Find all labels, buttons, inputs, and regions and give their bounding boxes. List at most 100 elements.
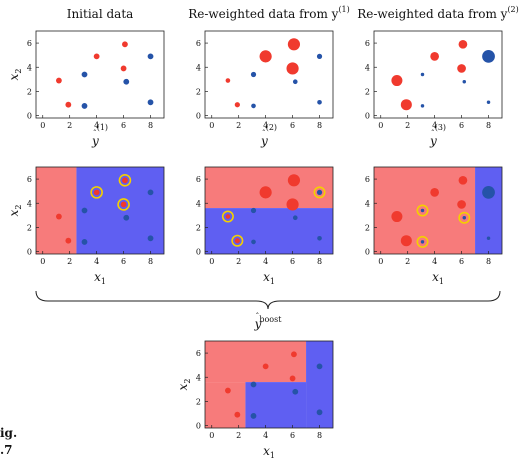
x-tick-label: 2 — [405, 257, 410, 266]
x-axis-label: yˆ(3) — [429, 123, 446, 148]
data-point-red — [457, 64, 466, 73]
decision-region-blue — [205, 208, 333, 254]
data-point-red — [120, 65, 127, 72]
y-axis-label: x2 — [7, 69, 23, 81]
x-tick-label: 8 — [486, 257, 491, 266]
x-tick-label: 8 — [148, 257, 153, 266]
y-tick-label: 2 — [196, 87, 201, 96]
x-axis-label: yˆ(1) — [91, 123, 108, 148]
data-point-blue — [486, 100, 491, 105]
data-point-red — [430, 188, 439, 197]
data-point-red — [458, 175, 468, 185]
data-point-red — [259, 186, 272, 199]
y-tick-label: 4 — [196, 373, 201, 382]
data-point-blue — [420, 104, 425, 108]
decision-region-red — [374, 167, 476, 254]
y-tick-label: 2 — [27, 223, 32, 232]
data-point-blue — [420, 208, 425, 213]
x-tick-label: 6 — [459, 121, 464, 130]
data-point-red — [56, 213, 62, 220]
panel-title: Re-weighted data from y(1) — [188, 5, 350, 21]
figure-label-line2: .7 — [0, 443, 13, 457]
data-point-blue — [81, 207, 88, 214]
y-tick-label: 6 — [27, 39, 32, 48]
x-tick-label: 2 — [405, 121, 410, 130]
data-point-blue — [250, 381, 257, 388]
y-tick-label: 6 — [27, 175, 32, 184]
data-point-red — [56, 77, 62, 84]
data-point-blue — [420, 72, 425, 77]
data-point-blue — [482, 185, 495, 199]
data-point-blue — [292, 215, 298, 221]
axes-frame — [204, 340, 334, 429]
data-point-blue — [81, 71, 88, 78]
data-point-blue — [147, 53, 154, 60]
x-tick-label: 4 — [432, 121, 437, 130]
y-tick-label: 4 — [365, 199, 370, 208]
data-point-red — [287, 174, 301, 187]
data-point-red — [234, 411, 241, 418]
figure-label-line1: ig. — [0, 426, 18, 440]
x-tick-label: 8 — [317, 257, 322, 266]
x-tick-label: 8 — [148, 121, 153, 130]
data-point-red — [430, 52, 439, 61]
misclassified-ring — [458, 211, 471, 224]
data-point-blue — [251, 103, 256, 109]
data-point-red — [93, 53, 100, 60]
y-tick-label: 6 — [196, 39, 201, 48]
misclassified-ring — [117, 198, 130, 211]
data-point-blue — [292, 79, 298, 85]
axes-frame — [35, 30, 165, 119]
data-point-blue — [420, 240, 425, 244]
axes-frame — [204, 166, 334, 255]
y-tick-label: 0 — [196, 422, 201, 431]
x-tick-label: 4 — [432, 257, 437, 266]
y-tick-label: 0 — [365, 112, 370, 121]
x-tick-label: 2 — [67, 121, 72, 130]
misclassified-ring — [221, 210, 234, 223]
x-axis-label: yˆ(2) — [260, 123, 277, 148]
decision-region-red — [205, 341, 307, 383]
x-tick-label: 4 — [94, 121, 99, 130]
x-tick-label: 0 — [209, 257, 214, 266]
y-tick-label: 4 — [27, 63, 32, 72]
y-tick-label: 2 — [196, 397, 201, 406]
x-tick-label: 2 — [236, 431, 241, 440]
axes-frame — [35, 166, 165, 255]
data-point-red — [287, 38, 301, 51]
panel-reweighted-2: 0 2 4 6 8 0 2 4 6 Re-weighted data from y(2) yˆ(3) — [357, 5, 519, 148]
data-point-blue — [250, 71, 257, 78]
y-tick-label: 6 — [196, 349, 201, 358]
y-tick-label: 4 — [27, 199, 32, 208]
data-point-red — [458, 39, 468, 49]
data-point-red — [289, 375, 296, 382]
y-tick-label: 2 — [27, 87, 32, 96]
y-tick-label: 2 — [365, 87, 370, 96]
x-tick-label: 8 — [317, 121, 322, 130]
y-tick-label: 2 — [196, 223, 201, 232]
decision-region-red — [205, 382, 246, 428]
x-tick-label: 4 — [94, 257, 99, 266]
x-tick-label: 2 — [67, 257, 72, 266]
data-point-red — [457, 200, 466, 209]
data-point-blue — [317, 235, 322, 241]
data-point-red — [286, 62, 299, 75]
x-tick-label: 0 — [378, 257, 383, 266]
combine-brace: yˆboost — [35, 290, 501, 331]
x-tick-label: 6 — [121, 121, 126, 130]
x-tick-label: 8 — [317, 431, 322, 440]
y-tick-label: 0 — [196, 248, 201, 257]
x-tick-label: 4 — [263, 121, 268, 130]
brace-path — [35, 290, 501, 310]
x-tick-label: 0 — [40, 257, 45, 266]
data-point-red — [286, 198, 299, 211]
panel-initial: 0 2 4 6 8 0 2 4 6 Initial data yˆ(1) x2 — [7, 7, 165, 148]
y-tick-label: 4 — [196, 199, 201, 208]
data-point-blue — [147, 189, 154, 196]
y-tick-label: 6 — [196, 175, 201, 184]
data-point-blue — [81, 239, 88, 245]
data-point-red — [291, 351, 297, 358]
axes-frame — [373, 166, 503, 255]
y-axis-label: x2 — [7, 205, 23, 217]
x-tick-label: 8 — [486, 121, 491, 130]
